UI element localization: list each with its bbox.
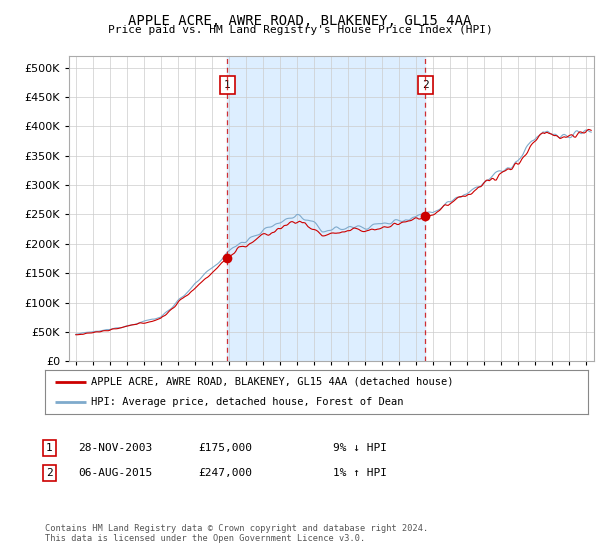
Text: Contains HM Land Registry data © Crown copyright and database right 2024.
This d: Contains HM Land Registry data © Crown c… [45,524,428,543]
Text: £247,000: £247,000 [198,468,252,478]
Text: 1: 1 [224,80,231,90]
Text: 2: 2 [46,468,53,478]
Text: APPLE ACRE, AWRE ROAD, BLAKENEY, GL15 4AA: APPLE ACRE, AWRE ROAD, BLAKENEY, GL15 4A… [128,14,472,28]
Text: HPI: Average price, detached house, Forest of Dean: HPI: Average price, detached house, Fore… [91,397,404,407]
Text: £175,000: £175,000 [198,443,252,453]
Text: 28-NOV-2003: 28-NOV-2003 [78,443,152,453]
Text: APPLE ACRE, AWRE ROAD, BLAKENEY, GL15 4AA (detached house): APPLE ACRE, AWRE ROAD, BLAKENEY, GL15 4A… [91,377,454,387]
Bar [227,56,425,361]
Text: 1% ↑ HPI: 1% ↑ HPI [333,468,387,478]
Text: 9% ↓ HPI: 9% ↓ HPI [333,443,387,453]
Text: Price paid vs. HM Land Registry's House Price Index (HPI): Price paid vs. HM Land Registry's House … [107,25,493,35]
Text: 06-AUG-2015: 06-AUG-2015 [78,468,152,478]
Text: 2: 2 [422,80,429,90]
Text: 1: 1 [46,443,53,453]
